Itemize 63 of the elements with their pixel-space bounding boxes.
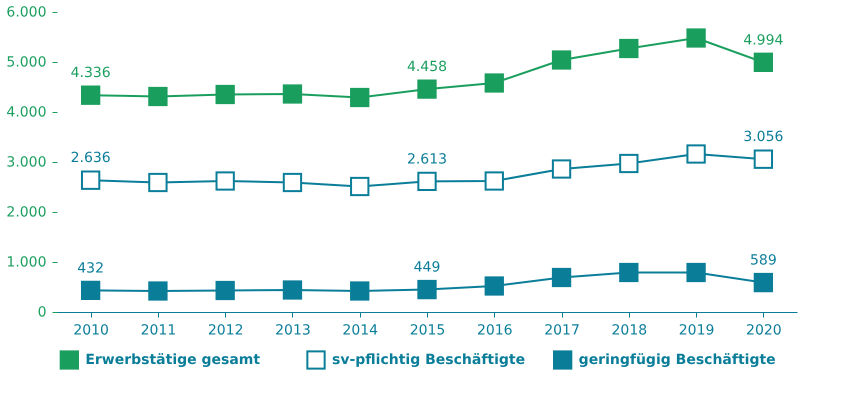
y-tick-label: 3.000: [6, 154, 46, 170]
point: [148, 86, 168, 106]
x-tick-label: 2020: [746, 322, 782, 338]
point: [754, 52, 774, 72]
point: [619, 262, 638, 282]
data-label: 432: [77, 260, 104, 276]
x-tick-label: 2011: [140, 322, 176, 338]
data-label: 4.336: [70, 65, 111, 82]
legend-label: geringfügig Beschäftigte: [578, 352, 776, 368]
point: [80, 86, 100, 105]
point: [686, 28, 706, 48]
data-label: 449: [414, 260, 440, 276]
x-tick-label: 2012: [208, 322, 244, 338]
point: [350, 88, 370, 108]
y-tick-label: 1.000: [6, 254, 46, 270]
point: [484, 171, 504, 191]
point: [282, 172, 302, 192]
legend-label: Erwerbstätige gesamt: [85, 352, 260, 368]
point: [350, 176, 370, 196]
point: [282, 84, 302, 104]
point: [619, 38, 638, 58]
point: [417, 79, 437, 99]
point: [282, 280, 302, 300]
point: [754, 272, 774, 292]
point: [216, 171, 235, 191]
point: [619, 154, 638, 174]
x-tick-label: 2015: [410, 322, 446, 338]
x-tick-label: 2018: [612, 322, 648, 338]
x-tick-label: 2013: [275, 322, 311, 338]
data-label: 4.458: [406, 59, 448, 76]
point: [552, 268, 572, 288]
point: [148, 281, 168, 301]
point: [148, 172, 168, 192]
x-tick-label: 2019: [678, 322, 714, 338]
point: [552, 159, 572, 179]
y-tick-label: 2.000: [6, 204, 46, 220]
legend-label: sv-pflichtig Beschäftigte: [332, 352, 526, 368]
x-tick-label: 2017: [544, 322, 580, 338]
data-label: 4.994: [743, 32, 784, 48]
point: [417, 172, 437, 192]
x-tick-label: 2010: [73, 322, 109, 338]
data-label: 589: [750, 252, 777, 269]
data-label: 3.056: [743, 129, 784, 146]
data-label: 2.636: [70, 150, 111, 166]
y-tick-label: 6.000: [6, 4, 46, 20]
y-tick-label: 5.000: [6, 54, 46, 70]
point: [754, 150, 774, 169]
point: [350, 281, 370, 301]
point: [686, 144, 706, 164]
y-tick-label: 4.000: [6, 104, 46, 120]
point: [216, 84, 235, 104]
point: [484, 73, 504, 93]
point: [552, 50, 572, 70]
point: [417, 280, 437, 300]
x-tick-label: 2016: [476, 322, 513, 338]
data-label: 2.613: [406, 151, 448, 168]
point: [484, 276, 504, 296]
point: [686, 262, 706, 282]
y-tick-label: 0: [38, 304, 46, 320]
point: [80, 280, 100, 300]
point: [80, 170, 100, 190]
point: [216, 280, 235, 300]
x-tick-label: 2014: [342, 322, 378, 338]
